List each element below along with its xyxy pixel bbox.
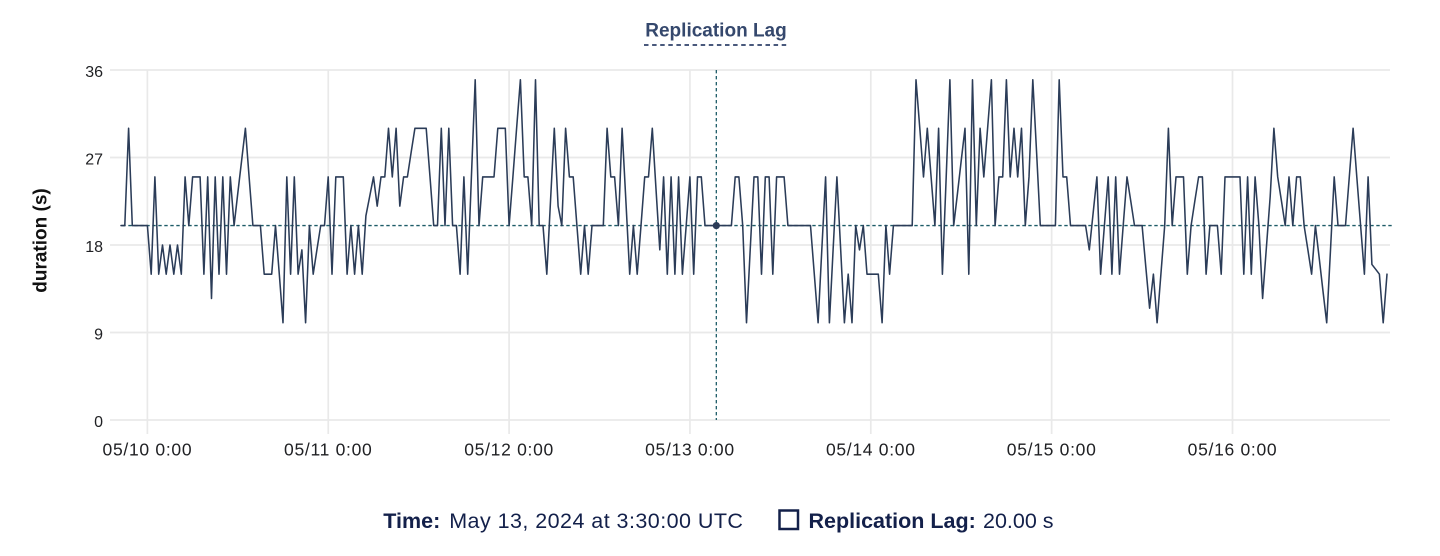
- svg-text:36: 36: [85, 64, 103, 81]
- svg-text:0: 0: [94, 414, 103, 431]
- svg-text:05/11 0:00: 05/11 0:00: [284, 440, 372, 460]
- svg-text:9: 9: [94, 327, 103, 344]
- svg-text:05/16 0:00: 05/16 0:00: [1188, 440, 1278, 460]
- svg-text:18: 18: [85, 239, 103, 256]
- svg-text:May 13, 2024 at 3:30:00 UTC: May 13, 2024 at 3:30:00 UTC: [449, 509, 743, 533]
- svg-text:05/12 0:00: 05/12 0:00: [464, 440, 554, 460]
- svg-text:duration (s): duration (s): [31, 188, 52, 293]
- svg-text:05/15 0:00: 05/15 0:00: [1007, 440, 1097, 460]
- svg-text:Time:: Time:: [383, 509, 440, 533]
- svg-text:05/13 0:00: 05/13 0:00: [645, 440, 735, 460]
- svg-text:05/14 0:00: 05/14 0:00: [826, 440, 916, 460]
- svg-text:Replication Lag: Replication Lag: [645, 21, 786, 42]
- svg-text:05/10 0:00: 05/10 0:00: [103, 440, 193, 460]
- svg-text:Replication Lag:: Replication Lag:: [809, 509, 976, 533]
- svg-text:20.00 s: 20.00 s: [983, 509, 1054, 533]
- svg-text:27: 27: [85, 152, 103, 169]
